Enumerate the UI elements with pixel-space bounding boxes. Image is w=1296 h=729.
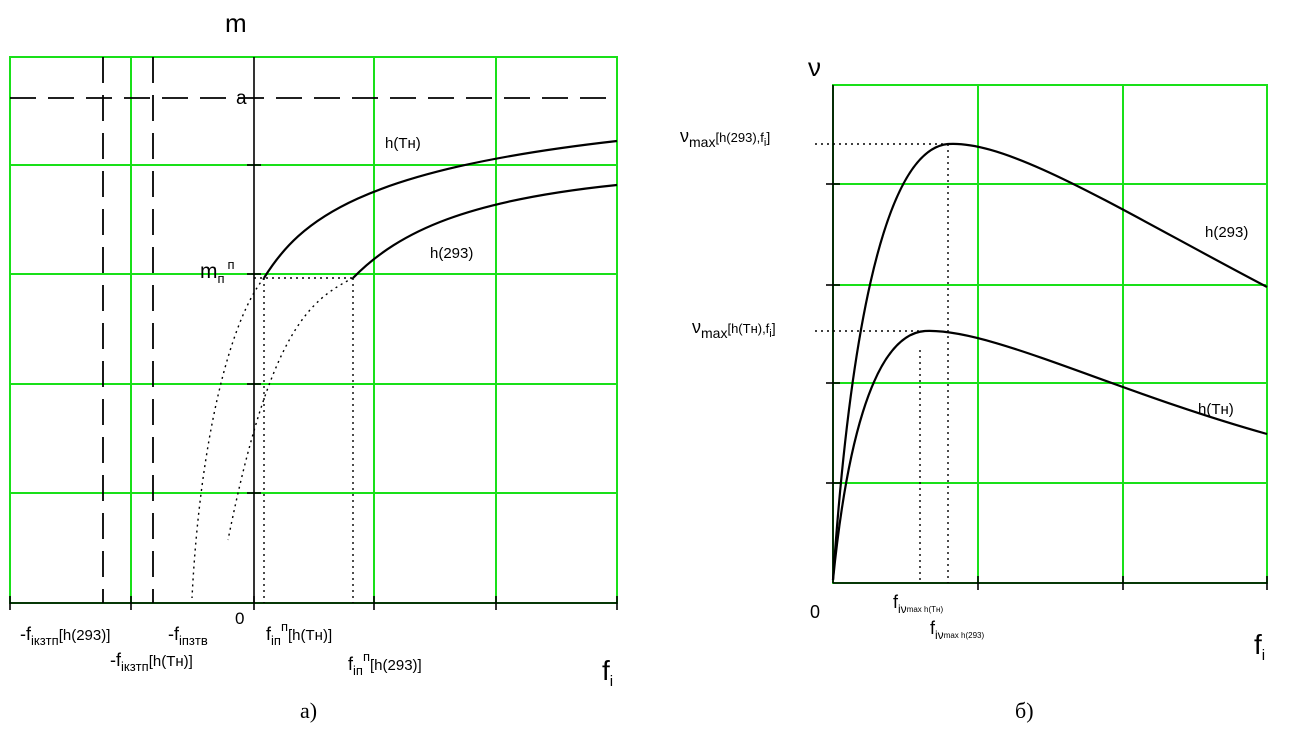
caption-a: а) bbox=[300, 698, 317, 723]
max1-label: νmax[h(293),fi] bbox=[680, 126, 770, 150]
curve-h-tn-a bbox=[263, 139, 618, 279]
x-label-f4: fiпп[h(Tн)] bbox=[266, 619, 332, 648]
y-ticks-a bbox=[247, 164, 261, 494]
curve-label-h-293-b: h(293) bbox=[1205, 224, 1248, 241]
axis-x-label-b: fi bbox=[1254, 629, 1265, 664]
dotted-extrapolation-1 bbox=[191, 277, 265, 599]
curve-label-h-tn-b: h(Tн) bbox=[1198, 401, 1234, 418]
caption-b: б) bbox=[1015, 698, 1034, 723]
mn-label: mпп bbox=[200, 257, 235, 286]
origin-label-a: 0 bbox=[235, 609, 244, 628]
fx1-label: fiνmax h(Tн) bbox=[893, 592, 943, 616]
curve-label-h-293-a: h(293) bbox=[430, 245, 473, 262]
x-label-f3: -fiпзтв bbox=[168, 624, 208, 648]
x-label-f5: fiпп[h(293)] bbox=[348, 649, 422, 678]
asymptote-label-a: a bbox=[236, 88, 247, 109]
fx2-label: fiνmax h(293) bbox=[930, 618, 984, 642]
curve-h-293-b bbox=[831, 142, 1268, 581]
x-ticks-a bbox=[9, 596, 618, 610]
panel-b: ν 0 fi h(293) h(Tн) νmax[h(293),fi] νmax… bbox=[680, 52, 1268, 723]
grid-a bbox=[9, 56, 618, 604]
y-ticks-b bbox=[826, 183, 840, 484]
curve-label-h-tn-a: h(Tн) bbox=[385, 135, 421, 152]
axis-x-label-a: fi bbox=[602, 655, 613, 690]
curve-h-293-a bbox=[352, 183, 618, 279]
max2-label: νmax[h(Tн),fi] bbox=[692, 317, 776, 341]
x-label-f1: -fiкзтп[h(293)] bbox=[20, 624, 110, 648]
axis-y-label-b: ν bbox=[808, 52, 821, 82]
origin-label-b: 0 bbox=[810, 602, 820, 622]
x-label-f2: -fiкзтп[h(Tн)] bbox=[110, 650, 193, 674]
dotted-extrapolation-2 bbox=[227, 277, 354, 541]
curve-h-tn-b bbox=[831, 329, 1268, 581]
x-ticks-b bbox=[977, 576, 1268, 590]
axis-y-label-a: m bbox=[225, 8, 247, 38]
panel-a: m a h(Tн) h(293) mпп 0 fi -fiкзтп[h(293)… bbox=[9, 8, 618, 723]
grid-b bbox=[832, 84, 1268, 584]
